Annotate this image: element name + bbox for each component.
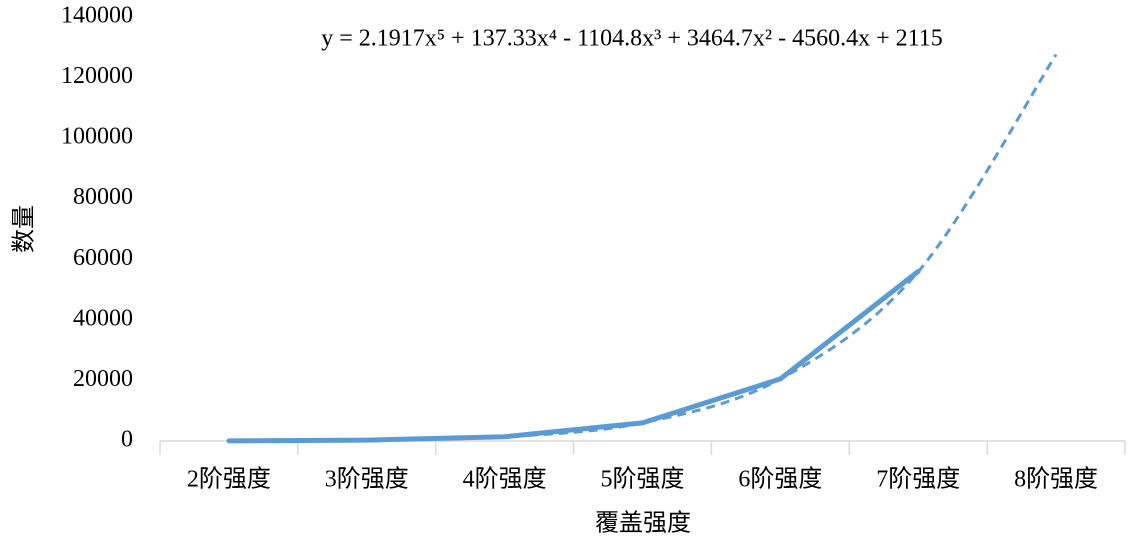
x-axis-label: 覆盖强度 xyxy=(595,510,691,537)
x-tick-label: 2阶强度 xyxy=(187,466,271,493)
x-tick-label: 3阶强度 xyxy=(325,466,409,493)
x-tick-label: 8阶强度 xyxy=(1014,466,1098,493)
y-tick-label: 40000 xyxy=(73,305,133,331)
x-tick-label: 7阶强度 xyxy=(876,466,960,493)
y-axis-label: 数量 xyxy=(11,205,38,253)
x-tick-label: 6阶强度 xyxy=(738,466,822,493)
y-tick-label: 0 xyxy=(121,427,133,453)
trendline xyxy=(228,53,1058,443)
x-tick-label: 5阶强度 xyxy=(601,466,685,493)
y-tick-label: 140000 xyxy=(61,3,133,29)
data-line xyxy=(226,268,921,444)
x-tick-label: 4阶强度 xyxy=(463,466,547,493)
y-tick-label: 100000 xyxy=(61,124,133,150)
trendline-equation: y = 2.1917x⁵ + 137.33x⁴ - 1104.8x³ + 346… xyxy=(321,26,942,52)
y-tick-label: 80000 xyxy=(73,184,133,210)
y-tick-label: 120000 xyxy=(61,63,133,89)
y-tick-label: 60000 xyxy=(73,245,133,271)
y-tick-label: 20000 xyxy=(73,366,133,392)
